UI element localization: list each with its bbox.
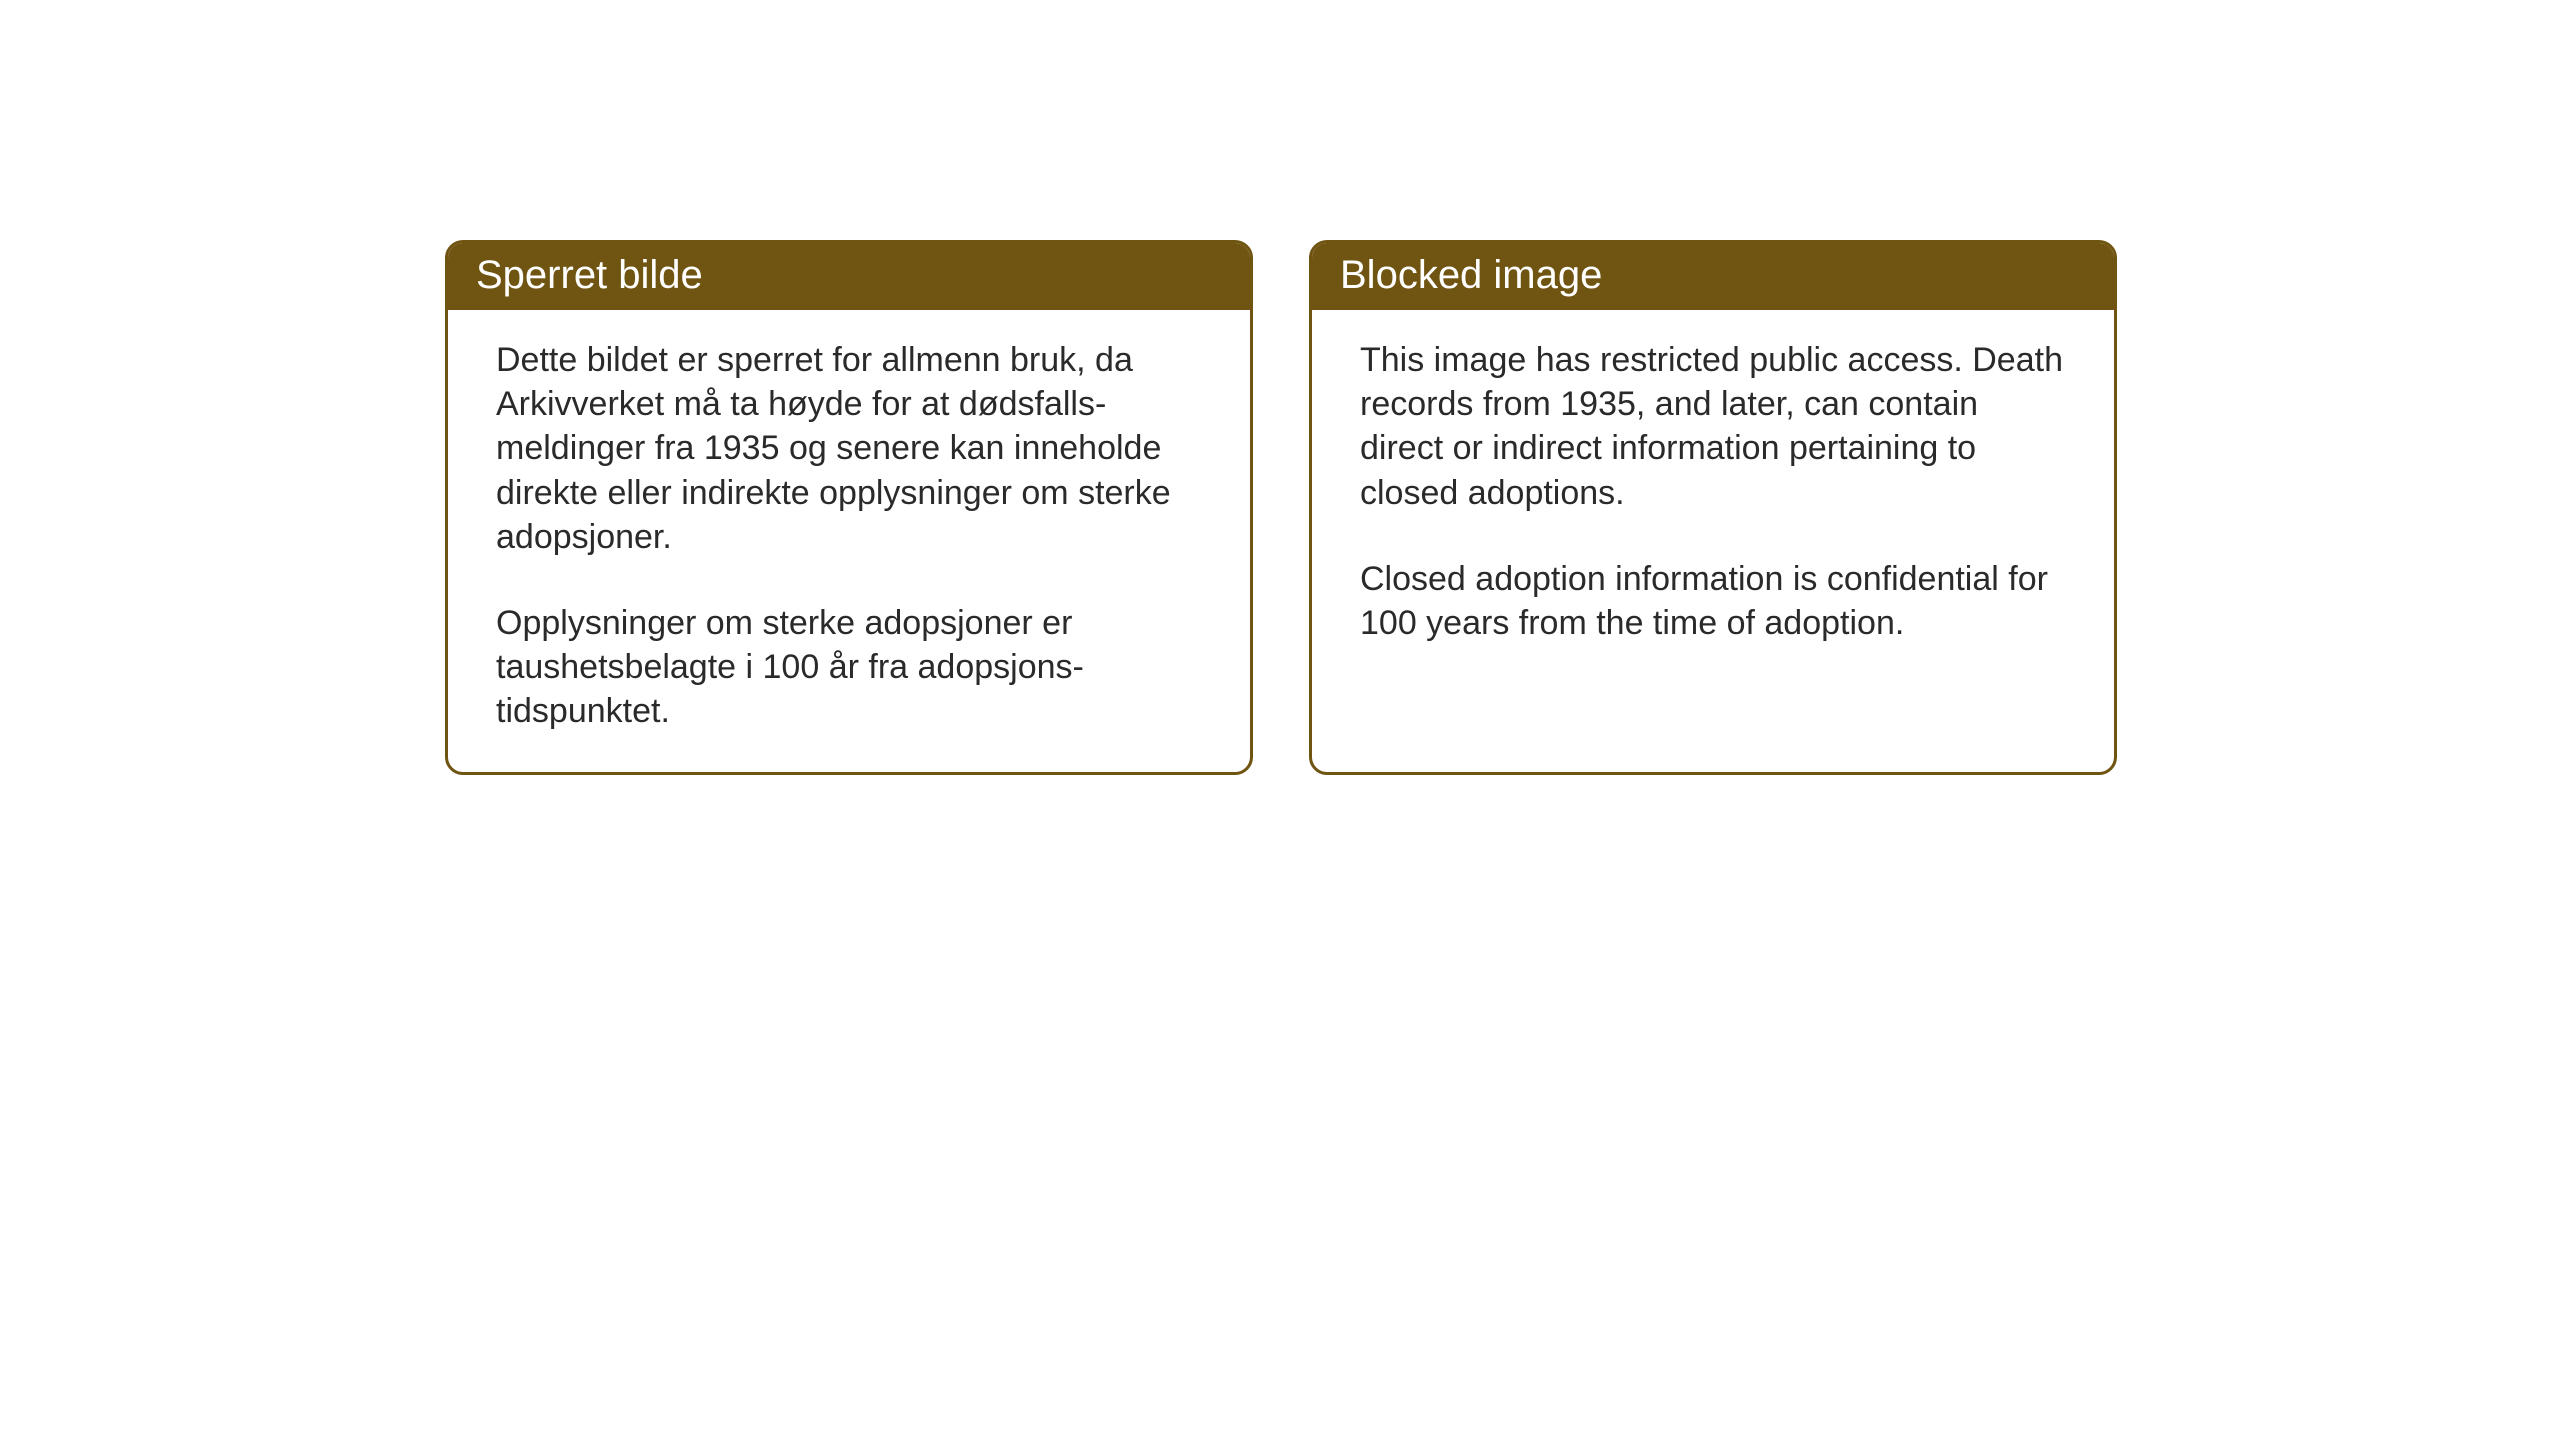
card-header-english: Blocked image: [1312, 243, 2114, 310]
notice-container: Sperret bilde Dette bildet er sperret fo…: [445, 240, 2117, 775]
notice-card-english: Blocked image This image has restricted …: [1309, 240, 2117, 775]
card-paragraph-2-english: Closed adoption information is confident…: [1360, 557, 2066, 645]
card-body-norwegian: Dette bildet er sperret for allmenn bruk…: [448, 310, 1250, 772]
notice-card-norwegian: Sperret bilde Dette bildet er sperret fo…: [445, 240, 1253, 775]
card-paragraph-2-norwegian: Opplysninger om sterke adopsjoner er tau…: [496, 601, 1202, 734]
card-paragraph-1-english: This image has restricted public access.…: [1360, 338, 2066, 515]
card-header-norwegian: Sperret bilde: [448, 243, 1250, 310]
card-paragraph-1-norwegian: Dette bildet er sperret for allmenn bruk…: [496, 338, 1202, 559]
card-body-english: This image has restricted public access.…: [1312, 310, 2114, 763]
